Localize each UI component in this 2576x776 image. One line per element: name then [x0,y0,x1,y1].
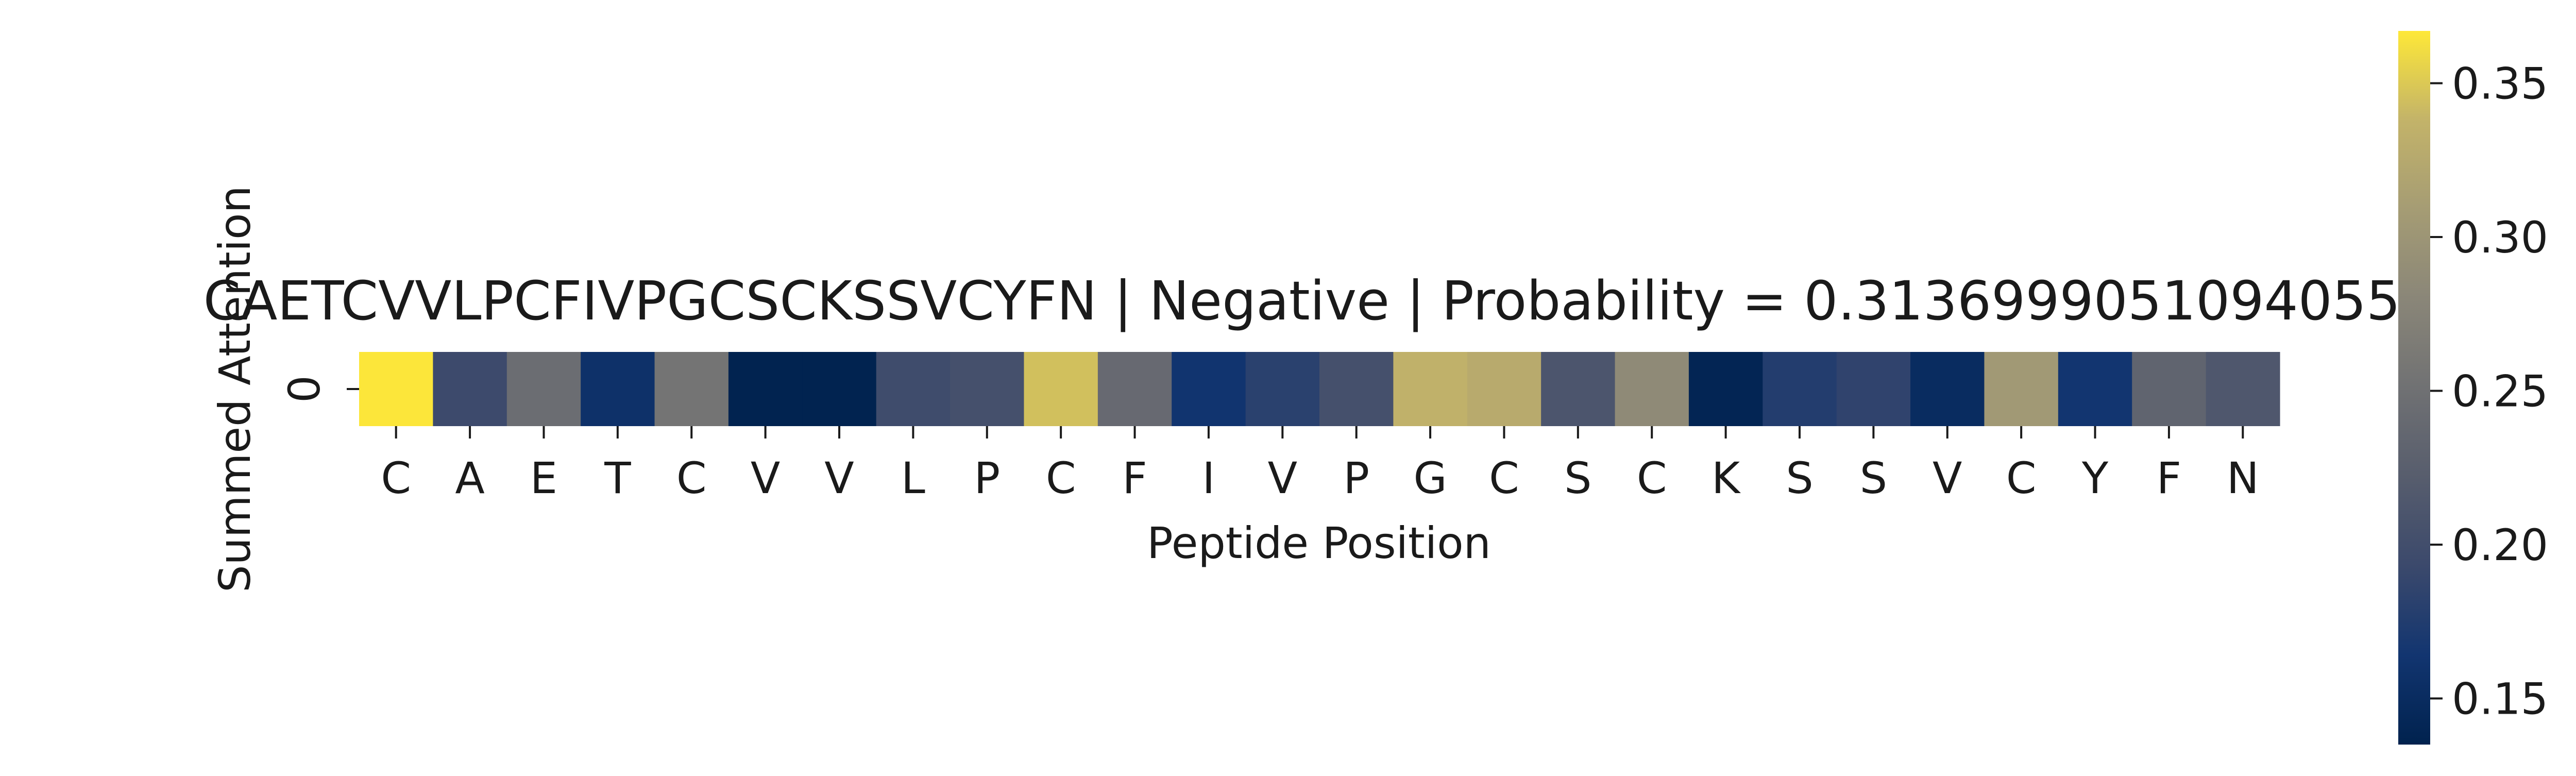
heatmap-cell [1836,352,1911,426]
heatmap-cell [1910,352,1985,426]
y-axis-label: Summed Attention [210,185,260,593]
x-tick-label: F [2157,453,2181,503]
x-tick-label: C [381,453,411,503]
heatmap-cell [1245,352,1320,426]
x-tick-label: I [1202,453,1215,503]
heatmap-cell [506,352,581,426]
x-tick-label: V [824,453,854,503]
x-tick-label: C [2006,453,2037,503]
colorbar-ticks: 0.15 0.20 0.25 0.30 0.35 [2430,58,2548,724]
x-tick-label: N [2227,453,2259,503]
colorbar: 0.15 0.20 0.25 0.30 0.35 [2398,31,2548,745]
heatmap-cell [950,352,1025,426]
heatmap-cell [1467,352,1541,426]
heatmap-cell [2206,352,2280,426]
x-tick-label: F [1122,453,1147,503]
heatmap-cells [359,352,2280,426]
heatmap-cell [1319,352,1394,426]
x-tick-label: C [1489,453,1519,503]
colorbar-tick-label: 0.25 [2452,366,2548,416]
heatmap-cell [1615,352,1689,426]
heatmap-cell [2132,352,2207,426]
heatmap-cell [433,352,507,426]
colorbar-tick-label: 0.15 [2452,673,2548,724]
chart-title: CAETCVVLPCFIVPGCSCKSSVCYFN | Negative | … [204,269,2435,332]
heatmap-cell [1688,352,1763,426]
heatmap-cell [1097,352,1172,426]
colorbar-tick-label: 0.30 [2452,212,2548,263]
colorbar-gradient [2398,31,2430,745]
heatmap-cell [1024,352,1098,426]
x-tick-label: P [1343,453,1369,503]
heatmap-cell [1762,352,1837,426]
heatmap-cell [359,352,433,426]
x-tick-label: C [1637,453,1667,503]
x-tick-label: Y [2081,453,2109,503]
heatmap-cell [1541,352,1616,426]
heatmap-cell [2058,352,2132,426]
x-tick-label: C [1046,453,1076,503]
x-tick-label: S [1786,453,1813,503]
y-tick-label: 0 [279,375,330,402]
colorbar-tick-label: 0.20 [2452,520,2548,570]
x-tick-label: E [530,453,557,503]
x-tick-label: A [455,453,484,503]
x-tick-label: V [1268,453,1297,503]
x-tick-label: K [1711,453,1741,503]
heatmap-cell [654,352,729,426]
x-tick-label: V [1933,453,1962,503]
x-axis-label: Peptide Position [1147,518,1491,568]
heatmap-cell [581,352,655,426]
colorbar-tick-label: 0.35 [2452,58,2548,109]
x-tick-label: G [1414,453,1447,503]
x-tick-label: C [676,453,707,503]
heatmap-cell [1393,352,1468,426]
heatmap-cell [728,352,803,426]
x-tick-label: S [1860,453,1887,503]
x-tick-label: T [604,453,631,503]
x-tick-label: V [751,453,780,503]
x-tick-label: P [974,453,1000,503]
heatmap-cell [1984,352,2059,426]
heatmap-cell [802,352,877,426]
heatmap-cell [876,352,951,426]
x-tick-label: S [1564,453,1591,503]
y-axis: 0 Summed Attention [210,185,359,593]
heatmap-cell [1172,352,1246,426]
x-tick-label: L [901,453,925,503]
